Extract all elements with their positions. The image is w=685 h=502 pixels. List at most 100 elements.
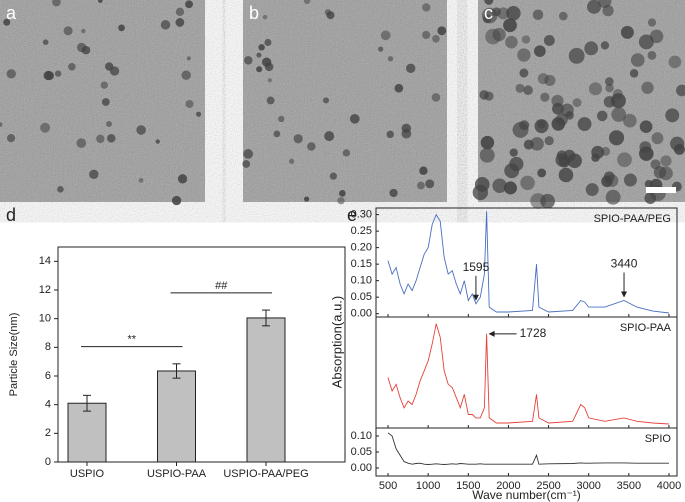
nanoparticle [491,7,501,17]
nanoparticle [520,175,535,191]
y-tick-label: 0.25 [351,225,372,237]
arrow-head [472,294,479,301]
bar [246,317,286,463]
nanoparticle [322,97,330,104]
nanoparticle [604,77,614,86]
nanoparticle [118,24,125,32]
nanoparticle [185,100,194,108]
nanoparticle [185,0,193,9]
nanoparticle [138,177,144,183]
nanoparticle [505,35,518,49]
nanoparticle [503,18,517,33]
nanoparticle [639,120,653,133]
nanoparticle [419,166,428,175]
nanoparticle [256,66,263,73]
annotation-label: 3440 [611,257,638,271]
nanoparticle [639,146,654,161]
x-axis-label: Wave number(cm⁻¹) [472,488,581,502]
x-tick-label: 2500 [536,480,560,492]
x-tick-label: USPIO [70,468,105,480]
nanoparticle [266,96,275,105]
nanoparticle [386,130,394,139]
nanoparticle [555,113,568,126]
nanoparticle [523,85,533,96]
annotation-label: 1728 [520,326,547,340]
nanoparticle [6,134,16,143]
y-tick-label: 0 [45,456,51,468]
nanoparticle [109,66,120,76]
nanoparticle [175,7,185,17]
nanoparticle [186,56,191,61]
nanoparticle [479,147,495,163]
nanoparticle [601,146,611,156]
nanoparticle [600,41,610,50]
y-tick-label: 0.00 [351,462,372,474]
nanoparticle [293,134,303,144]
scale-bar [646,187,676,193]
nanoparticle [577,117,592,131]
nanoparticle [647,50,657,60]
nanoparticle [506,6,521,21]
nanoparticle [484,0,494,5]
panel-label: a [6,3,17,23]
nanoparticle [406,63,416,73]
nanoparticle [89,169,99,180]
nanoparticle [303,196,310,202]
nanoparticle [57,186,64,193]
y-axis-label: Absorption(a.u.) [329,296,344,389]
nanoparticle [96,134,105,144]
nanoparticle [480,135,495,150]
nanoparticle [196,111,202,117]
x-tick-label: USPIO-PAA/PEG [223,468,308,480]
nanoparticle [597,0,612,8]
nanoparticle [544,136,554,146]
plot-frame [375,427,678,477]
y-tick-label: 8 [45,341,51,353]
nanoparticle [605,189,621,205]
series-label: SPIO-PAA [620,322,672,334]
nanoparticle [394,83,404,93]
nanoparticle [54,70,62,77]
nanoparticle [6,69,16,79]
nanoparticle [509,148,518,157]
nanoparticle [76,138,87,148]
nanoparticle [432,34,440,43]
y-tick-label: 4 [45,399,51,411]
nanoparticle [668,55,682,69]
nanoparticle [378,46,384,52]
nanoparticle [620,25,634,39]
nanoparticle [532,9,544,21]
arrow-head [621,291,628,298]
nanoparticle [584,41,599,56]
y-tick-label: 12 [39,284,51,296]
nanoparticle [107,134,116,143]
nanoparticle [565,111,574,120]
y-tick-label: 0.10 [351,275,372,287]
spectrum-line [387,323,670,425]
bar [157,370,196,463]
nanoparticle [105,121,112,128]
x-tick-label: 1500 [456,480,480,492]
panel-label: c [484,3,493,23]
nanoparticle [349,113,360,124]
significance-label: ## [215,280,228,292]
panel-label: b [249,3,259,23]
nanoparticle [278,115,285,123]
nanoparticle [503,181,517,195]
nanoparticle [512,121,529,138]
x-tick-label: USPIO-PAA [147,468,207,480]
nanoparticle [629,69,639,78]
nanoparticle [630,53,645,67]
y-tick-label: 10 [39,313,51,325]
nanoparticle [177,174,188,184]
tem-noise [243,0,447,202]
nanoparticle [605,83,614,93]
arrow-head [488,330,495,337]
nanoparticle [380,30,391,41]
nanoparticle [530,137,544,151]
nanoparticle [136,125,146,135]
nanoparticle [509,156,524,172]
y-tick-label: 0.05 [351,446,372,458]
x-tick-label: 1000 [416,480,440,492]
nanoparticle [651,132,664,145]
